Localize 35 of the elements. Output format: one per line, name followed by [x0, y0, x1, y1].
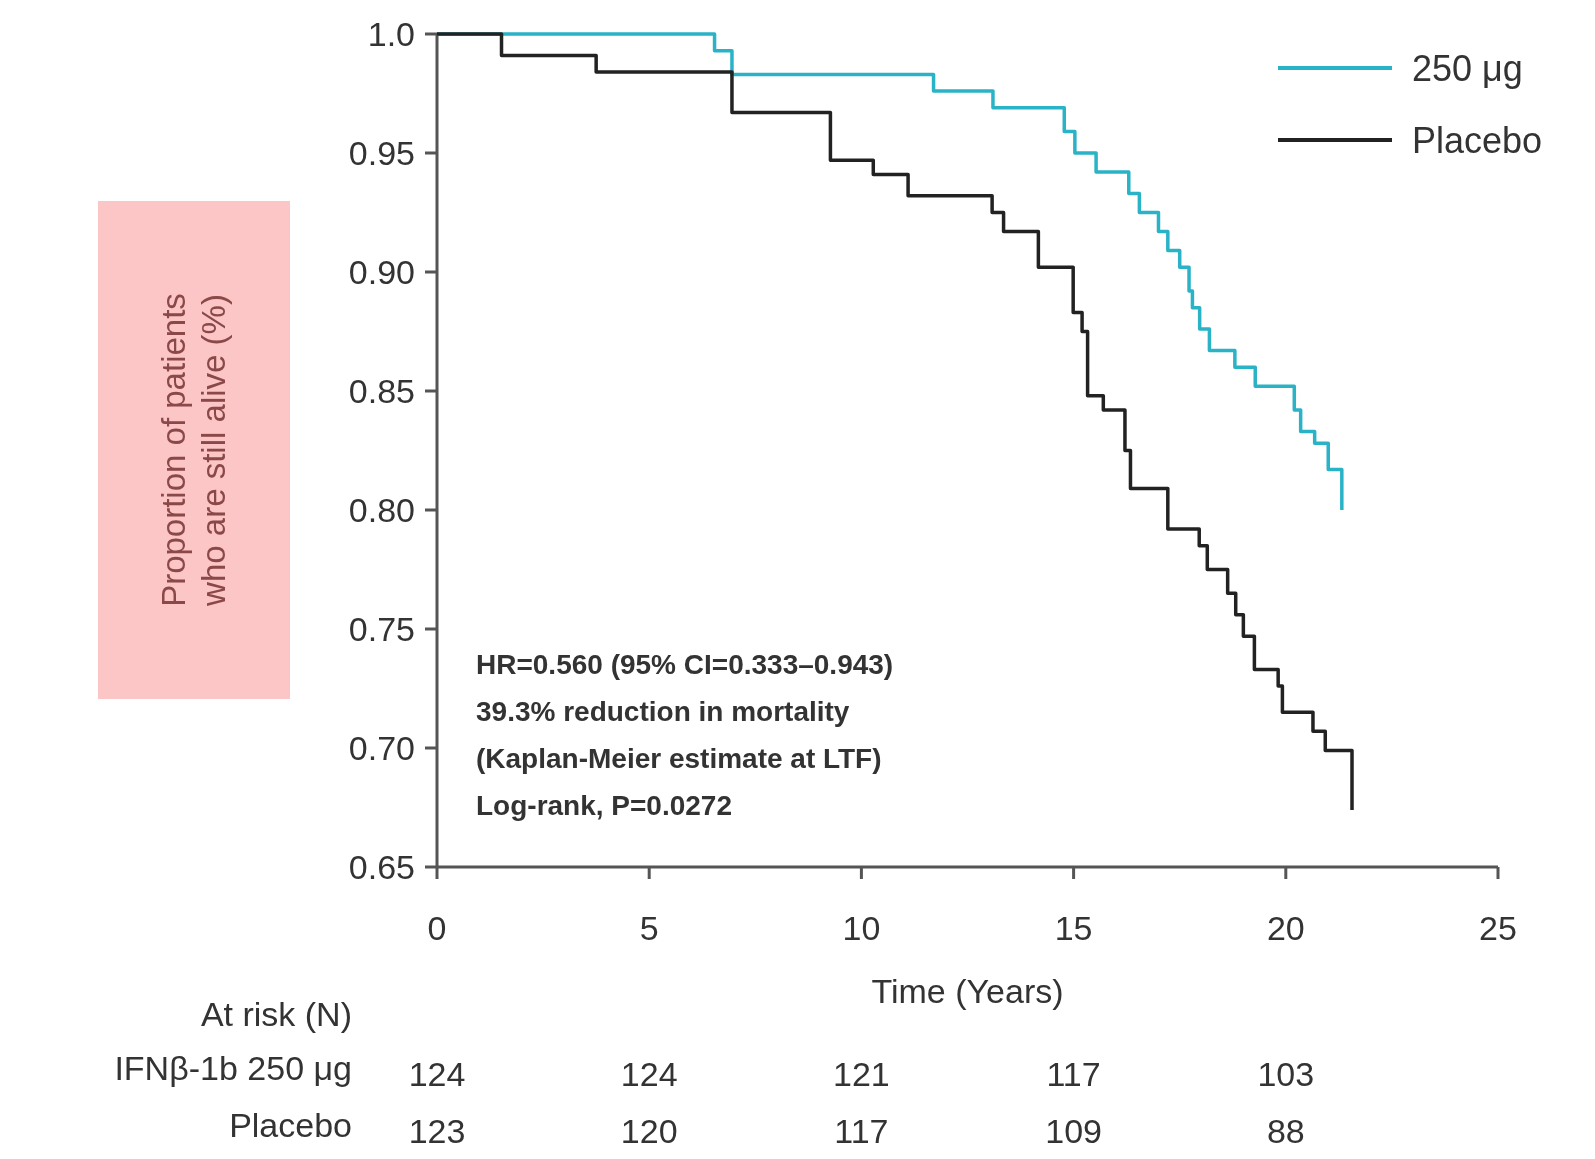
y-tick-label: 0.70: [348, 728, 415, 767]
text: 124: [408, 1055, 466, 1093]
legend-label: Placebo: [1412, 119, 1543, 161]
text: 117: [1046, 1055, 1101, 1093]
text: Placebo: [229, 1106, 352, 1144]
annotation: (Kaplan-Meier estimate at LTF): [476, 743, 882, 774]
y-tick-label: 0.90: [348, 252, 415, 291]
y-axis-title: Proportion of patients who are still alive (%): [155, 293, 232, 607]
text: 120: [620, 1112, 678, 1150]
text: 123: [408, 1112, 466, 1150]
x-tick-label: 5: [639, 909, 659, 947]
y-tick-label: 1.0: [367, 14, 415, 53]
text: 88: [1266, 1112, 1305, 1150]
y-tick-label: 0.80: [348, 490, 415, 529]
y-tick-label: 0.85: [348, 371, 415, 410]
text: 121: [833, 1055, 890, 1093]
x-axis-title: Time (Years): [871, 972, 1064, 1010]
annotation: Log-rank, P=0.0272: [476, 790, 733, 821]
x-tick-label: 20: [1266, 909, 1305, 947]
x-tick-label: 10: [842, 909, 881, 947]
text: 117: [834, 1112, 889, 1150]
text: 124: [620, 1055, 678, 1093]
annotation: 39.3% reduction in mortality: [476, 696, 850, 727]
y-tick-label: 0.75: [348, 609, 415, 648]
x-tick-label: 25: [1479, 909, 1517, 947]
x-tick-label: 0: [427, 909, 447, 947]
legend-label: 250 μg: [1412, 47, 1523, 89]
annotation: HR=0.560 (95% CI=0.333–0.943): [476, 649, 894, 680]
text: 103: [1257, 1055, 1315, 1093]
text: IFNβ-1b 250 μg: [114, 1049, 352, 1087]
x-tick-label: 15: [1054, 909, 1093, 947]
text: 109: [1045, 1112, 1102, 1150]
y-tick-label: 0.95: [348, 133, 415, 172]
y-tick-label: 0.65: [348, 847, 415, 886]
text: At risk (N): [200, 995, 352, 1033]
